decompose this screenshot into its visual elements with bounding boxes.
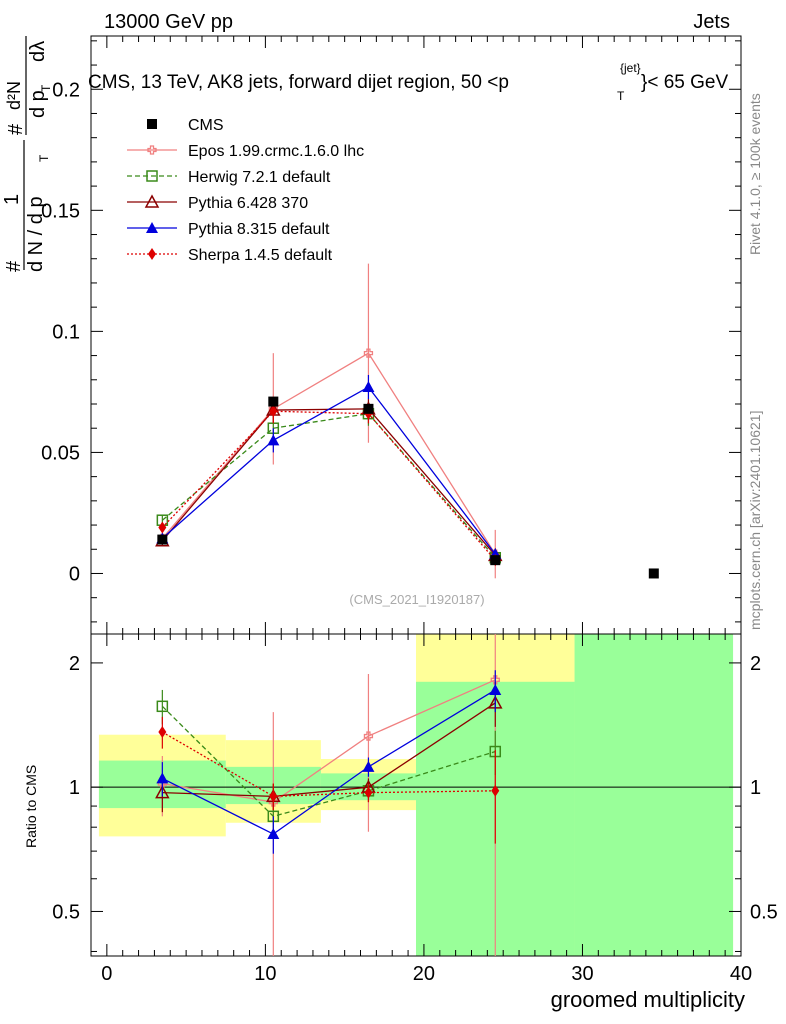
- plot-title-sup: {jet}: [620, 61, 641, 75]
- ratio-tick-label-right: 2: [750, 653, 761, 675]
- ylabel-hash-1: #: [3, 260, 25, 272]
- y-axis-label: # 1 d N / d p T # d²N d p T dλ: [1, 36, 53, 272]
- series-line: [161, 352, 496, 555]
- x-tick-label: 30: [571, 963, 593, 985]
- legend-marker: [146, 222, 158, 233]
- ratio-series-line: [162, 679, 496, 803]
- y-tick-label: 0.05: [41, 442, 80, 464]
- ratio-point: [364, 786, 373, 799]
- legend-marker: [144, 194, 160, 208]
- plot-title: CMS, 13 TeV, AK8 jets, forward dijet reg…: [88, 61, 728, 103]
- ratio-point: [267, 828, 280, 840]
- data-point: [269, 405, 278, 418]
- ylabel-frac1-den: d N / d p: [25, 196, 47, 272]
- legend-label: Sherpa 1.4.5 default: [188, 247, 333, 264]
- plot-title-end: }< 65 GeV: [641, 72, 728, 93]
- ratio-point: [491, 784, 500, 797]
- y-tick-label: 0: [69, 563, 80, 585]
- axes-frames: 0 10 20 30 40 0 0.05 0.1 0.15 0.2 0.5 0.5 1 1 2 2: [41, 35, 778, 985]
- cms-point: [268, 396, 279, 407]
- data-point: [267, 434, 280, 446]
- x-tick-label: 40: [730, 963, 752, 985]
- energy-label: 13000 GeV pp: [104, 11, 233, 33]
- legend-label: Pythia 6.428 370: [188, 195, 308, 212]
- ratio-tick-label: 1: [69, 777, 80, 799]
- ylabel-sub-2: T: [39, 84, 53, 92]
- y-tick-label: 0.2: [52, 79, 80, 101]
- ratio-series-line: [162, 689, 496, 835]
- series-layer: [155, 263, 659, 956]
- ylabel-hash-2: #: [5, 123, 27, 135]
- ratio-point: [489, 683, 502, 695]
- ratio-band-inner: [574, 634, 734, 956]
- cms-point: [648, 568, 659, 579]
- cms-point: [490, 555, 501, 566]
- rivet-version-label: Rivet 4.1.0, ≥ 100k events: [747, 93, 763, 255]
- y-tick-label: 0.1: [52, 321, 80, 343]
- ratio-point: [158, 726, 167, 739]
- cms-point: [363, 403, 374, 414]
- series-line: [161, 410, 496, 561]
- ratio-plot-frame: [90, 633, 742, 957]
- legend-label: CMS: [188, 117, 224, 134]
- ylabel-sub-1: T: [37, 154, 51, 162]
- ratio-series-line: [161, 705, 496, 818]
- legend-label: Epos 1.99.crmc.1.6.0 lhc: [188, 143, 364, 160]
- ratio-tick-label-right: 1: [750, 777, 761, 799]
- series-line: [161, 386, 496, 555]
- ratio-series-line: [162, 702, 496, 798]
- x-tick-label: 10: [254, 963, 276, 985]
- legend: CMS Epos 1.99.crmc.1.6.0 lhc Herwig 7.2.1 …: [127, 117, 364, 264]
- x-tick-label: 0: [101, 963, 112, 985]
- mcplots-label: mcplots.cern.ch [arXiv:2401.10621]: [747, 411, 763, 630]
- plot-title-main: CMS, 13 TeV, AK8 jets, forward dijet reg…: [88, 72, 509, 93]
- x-tick-label: 20: [413, 963, 435, 985]
- ratio-point: [155, 785, 170, 799]
- series-3: [156, 374, 502, 854]
- series-line: [161, 412, 496, 559]
- ratio-point: [362, 760, 375, 772]
- ylabel-lambda: dλ: [27, 41, 49, 62]
- series-line: [161, 408, 496, 556]
- legend-label: Herwig 7.2.1 default: [188, 169, 331, 186]
- legend-marker: [146, 170, 158, 182]
- ratio-tick-label: 0.5: [52, 901, 80, 923]
- cms-points: [157, 396, 659, 579]
- ratio-point: [269, 790, 278, 803]
- legend-marker: [147, 145, 157, 155]
- ylabel-frac1-num: 1: [1, 194, 23, 205]
- analysis-watermark: (CMS_2021_I1920187): [349, 592, 484, 607]
- legend-marker: [147, 119, 157, 129]
- ylabel-frac2-num: d²N: [4, 81, 24, 110]
- y-tick-label: 0.15: [41, 200, 80, 222]
- legend-label: Pythia 8.315 default: [188, 221, 330, 238]
- plot-title-sub: T: [617, 89, 625, 103]
- cms-point: [157, 534, 168, 545]
- data-point: [363, 348, 374, 358]
- category-label: Jets: [693, 11, 730, 33]
- legend-marker: [148, 248, 156, 260]
- data-point: [158, 521, 167, 534]
- ratio-series-line: [162, 731, 496, 798]
- ratio-point: [156, 700, 169, 713]
- ylabel-frac2-den: d p: [27, 90, 49, 118]
- ratio-tick-label-right: 0.5: [750, 901, 778, 923]
- ratio-tick-label: 2: [69, 653, 80, 675]
- ratio-point: [363, 731, 374, 741]
- ratio-axis-label: Ratio to CMS: [23, 765, 39, 848]
- ratio-point: [156, 772, 169, 784]
- x-axis-label: groomed multiplicity: [551, 987, 745, 1012]
- ratio-point: [490, 675, 500, 685]
- data-point: [362, 381, 375, 393]
